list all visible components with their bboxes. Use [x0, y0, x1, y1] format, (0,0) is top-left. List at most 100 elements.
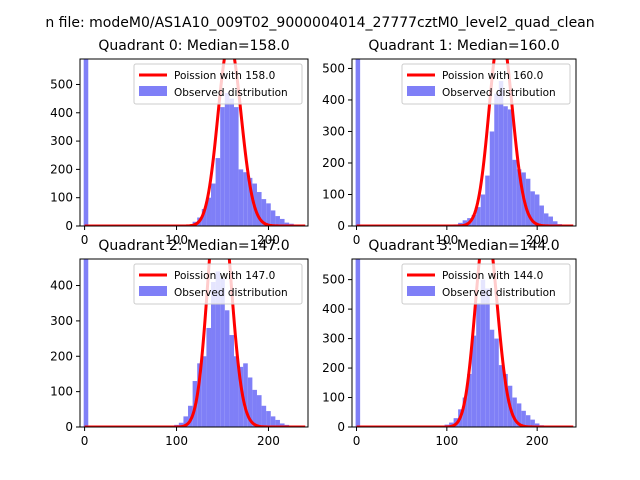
x-tick-label: 0: [81, 434, 89, 448]
y-tick-label: 400: [322, 93, 345, 107]
histogram-bar: [525, 178, 531, 226]
plot-area: [355, 59, 574, 226]
histogram-bar: [355, 59, 361, 226]
histogram-bar: [183, 416, 189, 427]
histogram-bar: [503, 106, 508, 226]
subplot-quadrant-3: 0 100 200 0 100 200 300 400 500 Quadrant 3: Media…: [322, 238, 577, 448]
poisson-fit-line: [84, 59, 306, 226]
histogram-bar: [215, 158, 221, 226]
legend-box: [401, 63, 571, 105]
y-tick-label: 500: [50, 77, 73, 91]
histogram-bar: [467, 373, 472, 427]
histogram-bar: [238, 169, 244, 226]
x-tick-label: 200: [257, 434, 280, 448]
x-tick-label: 200: [257, 233, 280, 247]
histogram-bar: [548, 216, 553, 226]
x-tick-label: 0: [81, 233, 89, 247]
subplot-title: Quadrant 3: Median=144.0: [368, 238, 559, 254]
histogram-bar: [512, 159, 517, 226]
histogram-bar: [485, 175, 490, 226]
legend-fit-label: Poission with 158.0: [174, 70, 275, 82]
histogram-bar: [480, 279, 486, 427]
axes-frame: [79, 58, 309, 227]
y-tick-label: 200: [322, 361, 345, 375]
y-tick-label: 400: [322, 302, 345, 316]
legend-fit-label: Poission with 144.0: [442, 270, 543, 282]
histogram-bar: [256, 192, 262, 226]
plot-area: [83, 59, 306, 226]
legend-hist-swatch: [407, 86, 435, 96]
subplot-title: Quadrant 0: Median=158.0: [98, 38, 289, 54]
y-tick-label: 0: [65, 420, 73, 434]
poisson-fit-line: [355, 259, 574, 427]
y-tick-label: 100: [322, 187, 345, 201]
histogram-bar: [552, 221, 558, 226]
histogram-bar: [462, 220, 468, 226]
histogram-bar: [279, 423, 285, 427]
x-tick-label: 200: [526, 434, 549, 448]
y-tick-label: 100: [50, 385, 73, 399]
histogram-bar: [494, 338, 499, 427]
histogram-bar: [476, 303, 481, 427]
histogram-bar: [530, 191, 535, 226]
axes-frame: [351, 258, 577, 428]
legend-hist-label: Observed distribution: [174, 287, 288, 299]
histogram-bar: [516, 403, 522, 427]
subplot-quadrant-2: 0 100 200 0 100 200 300 400 Quadrant 2: Median=1…: [50, 238, 309, 448]
x-tick-label: 200: [526, 233, 549, 247]
y-tick-label: 400: [50, 279, 73, 293]
legend-hist-swatch: [407, 286, 435, 296]
histogram-bar: [178, 422, 184, 427]
histogram-bar: [355, 259, 361, 427]
histogram-bar: [229, 98, 234, 226]
histogram-bar: [220, 278, 225, 427]
x-tick-label: 100: [165, 233, 188, 247]
histogram-bar: [247, 377, 253, 427]
histogram-bar: [238, 366, 244, 427]
histogram-bar: [261, 199, 267, 226]
histogram-bar: [211, 281, 216, 427]
axes-frame: [79, 258, 309, 428]
histogram-bar: [507, 109, 513, 226]
legend-hist-label: Observed distribution: [442, 287, 556, 299]
subplot-title: Quadrant 1: Median=160.0: [368, 38, 559, 54]
y-tick-label: 300: [322, 332, 345, 346]
y-tick-label: 0: [337, 219, 345, 233]
histogram-bar: [503, 373, 508, 427]
histogram-bar: [543, 213, 549, 226]
histogram-bar: [534, 423, 540, 427]
histogram-bar: [489, 131, 495, 226]
y-tick-label: 300: [322, 124, 345, 138]
y-tick-label: 0: [65, 219, 73, 233]
histogram-bar: [247, 177, 253, 226]
histogram-bar: [471, 214, 477, 226]
histogram-bar: [233, 356, 239, 427]
legend-hist-swatch: [139, 286, 167, 296]
y-tick-label: 500: [322, 61, 345, 75]
histogram-bar: [534, 194, 540, 226]
subplot-title: Quadrant 2: Median=147.0: [98, 238, 289, 254]
histogram-bar: [275, 419, 280, 427]
histogram-bar: [211, 183, 216, 226]
legend-hist-swatch: [139, 86, 167, 96]
histogram-bar: [83, 59, 89, 226]
histogram-bar: [462, 397, 468, 427]
histogram-bar: [261, 405, 267, 427]
histogram-bar: [525, 415, 531, 427]
histogram-bar: [243, 172, 248, 226]
x-tick-label: 0: [353, 233, 361, 247]
legend-box: [133, 63, 303, 105]
histogram-bar: [275, 216, 280, 226]
histogram-bar: [206, 197, 212, 226]
y-tick-label: 0: [337, 420, 345, 434]
subplot-grid: 0 100 200 0 100 200 300 400 500 Quadrant 0: Media…: [50, 38, 577, 448]
legend-box: [133, 263, 303, 305]
histogram-bar: [215, 271, 221, 427]
plot-area: [83, 259, 306, 427]
histogram-bar: [233, 107, 239, 226]
histogram-bar: [521, 410, 526, 427]
figure-suptitle: n file: modeM0/AS1A10_009T02_9000004014_…: [45, 15, 594, 31]
histogram-bar: [220, 107, 225, 226]
legend-fit-label: Poission with 160.0: [442, 70, 543, 82]
